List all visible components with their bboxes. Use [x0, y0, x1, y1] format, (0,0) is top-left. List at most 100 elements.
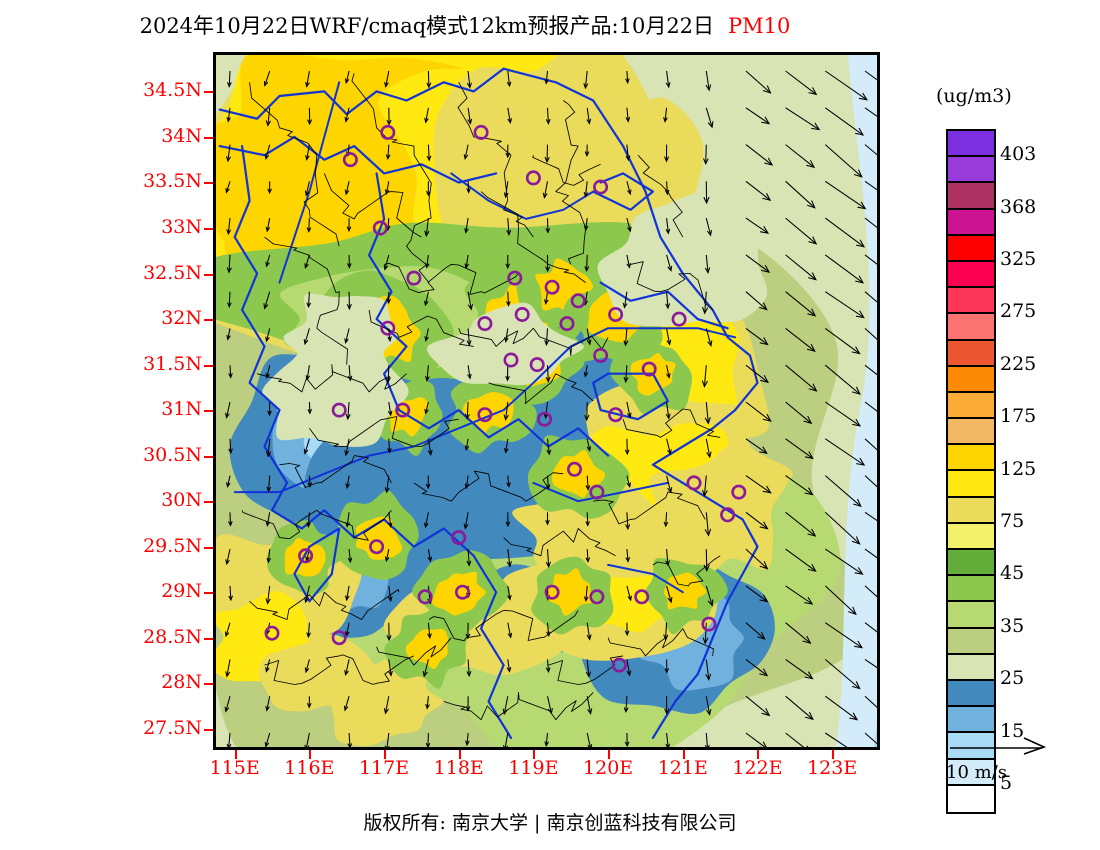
colorbar-cell[interactable]: [948, 366, 994, 393]
wind-arrow: [427, 622, 432, 640]
colorbar-cell[interactable]: [948, 288, 994, 315]
station-marker[interactable]: [593, 179, 609, 195]
station-marker[interactable]: [395, 402, 411, 418]
station-marker[interactable]: [593, 347, 609, 363]
colorbar-cell[interactable]: [948, 445, 994, 472]
colorbar-cell[interactable]: [948, 340, 994, 367]
province-border-shandong: [218, 67, 505, 120]
wind-arrow: [264, 732, 271, 747]
station-marker[interactable]: [380, 320, 396, 336]
wind-arrow: [265, 328, 271, 343]
colorbar-cell[interactable]: [948, 707, 994, 734]
colorbar-cell[interactable]: [948, 497, 994, 524]
wind-ref-arrow-icon: [950, 737, 1047, 755]
station-marker[interactable]: [589, 484, 605, 500]
wind-arrow: [225, 181, 231, 194]
wind-arrow: [704, 732, 710, 747]
station-marker[interactable]: [331, 402, 347, 418]
wind-arrow: [583, 365, 589, 378]
wind-arrow: [347, 549, 353, 564]
station-marker[interactable]: [503, 352, 519, 368]
station-marker[interactable]: [417, 589, 433, 605]
wind-arrow: [825, 548, 864, 575]
station-marker[interactable]: [589, 589, 605, 605]
station-marker[interactable]: [544, 584, 560, 600]
colorbar-cell[interactable]: [948, 628, 994, 655]
map-canvas[interactable]: [216, 55, 877, 747]
wind-arrow: [224, 401, 231, 419]
contour-hotspot-125: [432, 571, 486, 616]
wind-arrow: [586, 107, 592, 125]
station-marker[interactable]: [641, 361, 657, 377]
station-marker[interactable]: [507, 270, 523, 286]
colorbar-cell[interactable]: [948, 576, 994, 603]
station-marker[interactable]: [406, 270, 422, 286]
station-marker[interactable]: [455, 584, 471, 600]
station-marker[interactable]: [473, 124, 489, 140]
colorbar-cell[interactable]: [948, 157, 994, 184]
station-marker[interactable]: [608, 407, 624, 423]
station-marker[interactable]: [264, 625, 280, 641]
forecast-map[interactable]: [213, 52, 880, 750]
colorbar-cell[interactable]: [948, 261, 994, 289]
station-marker[interactable]: [686, 475, 702, 491]
station-marker[interactable]: [611, 657, 627, 673]
colorbar-cell[interactable]: [948, 131, 994, 158]
colorbar[interactable]: [946, 129, 996, 814]
colorbar-cell[interactable]: [948, 392, 994, 420]
station-marker[interactable]: [514, 307, 530, 323]
colorbar-cell[interactable]: [948, 602, 994, 629]
colorbar-cell[interactable]: [948, 654, 994, 681]
colorbar-cell[interactable]: [948, 471, 994, 498]
station-marker[interactable]: [537, 411, 553, 427]
station-marker[interactable]: [477, 407, 493, 423]
wind-arrow: [503, 401, 509, 421]
station-marker[interactable]: [608, 307, 624, 323]
station-marker[interactable]: [342, 152, 358, 168]
station-marker[interactable]: [529, 357, 545, 373]
wind-arrow: [624, 438, 630, 456]
station-marker[interactable]: [372, 220, 388, 236]
colorbar-cell[interactable]: [948, 733, 994, 760]
colorbar-cell[interactable]: [948, 550, 994, 577]
wind-arrow: [385, 144, 391, 160]
colorbar-cell[interactable]: [948, 183, 994, 210]
station-marker[interactable]: [477, 316, 493, 332]
station-marker[interactable]: [380, 124, 396, 140]
wind-arrow: [265, 696, 271, 712]
wind-arrow: [227, 70, 232, 88]
wind-arrow: [625, 107, 631, 123]
wind-arrow: [864, 180, 877, 191]
station-marker[interactable]: [634, 589, 650, 605]
station-marker[interactable]: [720, 507, 736, 523]
wind-arrow: [502, 696, 509, 716]
lat-tick-mark: [204, 410, 213, 413]
colorbar-cell[interactable]: [948, 759, 994, 786]
station-marker[interactable]: [701, 616, 717, 632]
contour-hotspot-125: [544, 568, 593, 616]
station-marker[interactable]: [451, 530, 467, 546]
colorbar-cell[interactable]: [948, 209, 994, 236]
lon-tick-mark: [832, 750, 835, 759]
wind-arrow: [507, 622, 513, 639]
station-marker[interactable]: [544, 279, 560, 295]
station-marker[interactable]: [559, 316, 575, 332]
station-marker[interactable]: [731, 484, 747, 500]
station-marker[interactable]: [331, 630, 347, 646]
colorbar-cell[interactable]: [948, 419, 994, 446]
colorbar-cell[interactable]: [948, 680, 994, 708]
station-marker[interactable]: [298, 548, 314, 564]
colorbar-cell[interactable]: [948, 523, 994, 550]
station-marker[interactable]: [369, 539, 385, 555]
station-marker[interactable]: [570, 293, 586, 309]
wind-arrow: [785, 327, 816, 352]
lon-tick-mark: [757, 750, 760, 759]
station-marker[interactable]: [566, 461, 582, 477]
colorbar-cell[interactable]: [948, 235, 994, 262]
colorbar-cell[interactable]: [948, 314, 994, 341]
station-marker[interactable]: [525, 170, 541, 186]
colorbar-level-label: 125: [1000, 457, 1037, 480]
station-marker[interactable]: [671, 311, 687, 327]
wind-arrow: [304, 181, 310, 197]
colorbar-cell[interactable]: [948, 785, 994, 812]
